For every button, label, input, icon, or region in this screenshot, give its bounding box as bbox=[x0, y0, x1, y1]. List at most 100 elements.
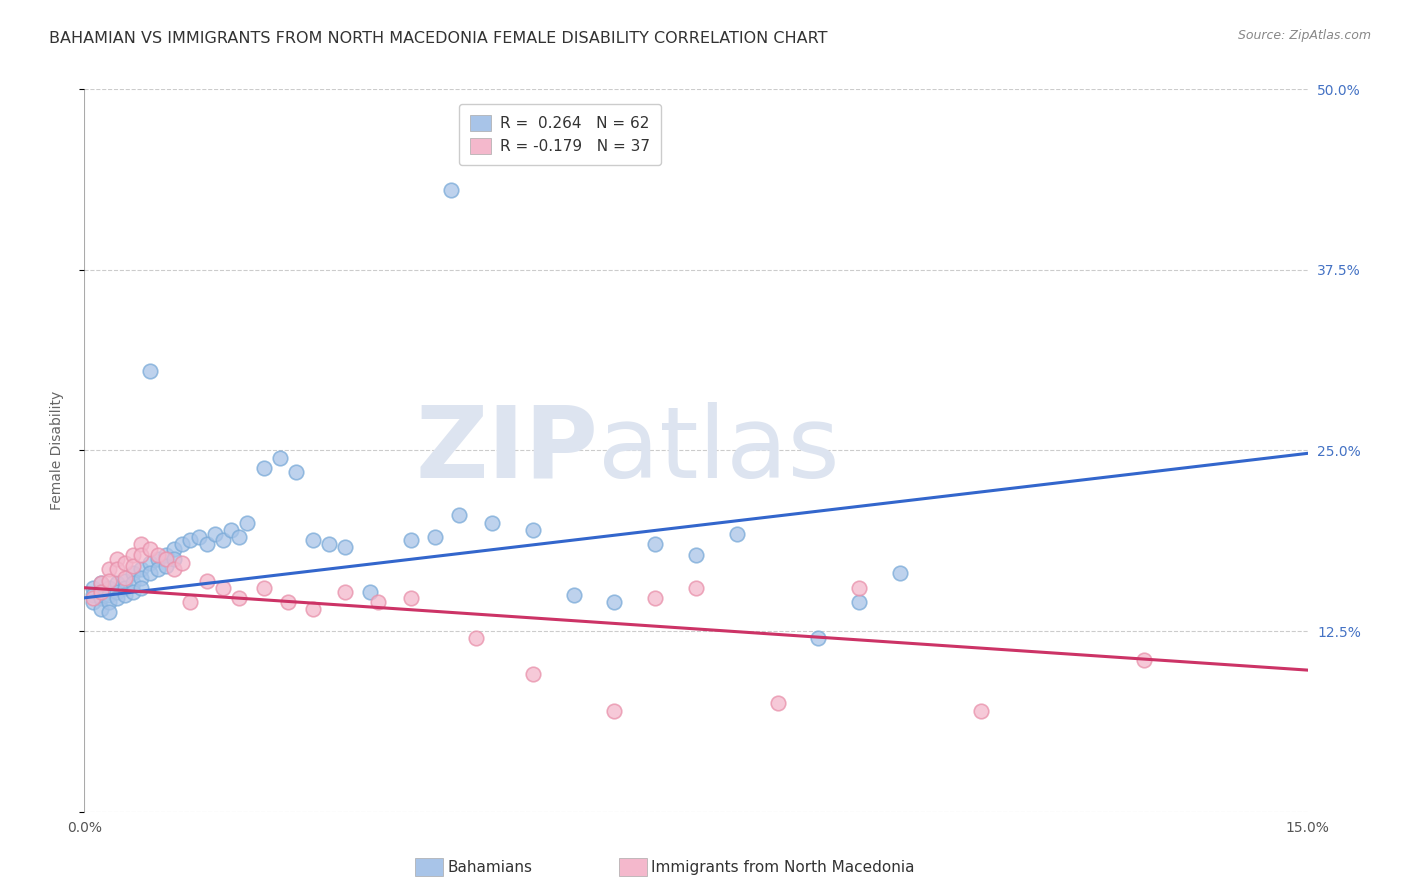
Text: BAHAMIAN VS IMMIGRANTS FROM NORTH MACEDONIA FEMALE DISABILITY CORRELATION CHART: BAHAMIAN VS IMMIGRANTS FROM NORTH MACEDO… bbox=[49, 31, 828, 46]
Point bbox=[97, 595, 120, 609]
Point bbox=[335, 541, 357, 555]
Point bbox=[114, 571, 136, 585]
Text: atlas: atlas bbox=[598, 402, 839, 499]
Point bbox=[725, 527, 748, 541]
Point bbox=[122, 576, 145, 591]
Point bbox=[131, 562, 153, 576]
Point bbox=[82, 581, 104, 595]
Point bbox=[423, 530, 446, 544]
Point bbox=[90, 576, 112, 591]
Point bbox=[163, 541, 186, 556]
Point bbox=[685, 548, 707, 562]
Legend: R =  0.264   N = 62, R = -0.179   N = 37: R = 0.264 N = 62, R = -0.179 N = 37 bbox=[458, 104, 661, 165]
Point bbox=[114, 574, 136, 588]
Point bbox=[603, 595, 626, 609]
Point bbox=[970, 704, 993, 718]
Point bbox=[82, 591, 104, 605]
Point bbox=[335, 585, 357, 599]
Point bbox=[146, 551, 169, 566]
Point bbox=[253, 581, 276, 595]
Point bbox=[195, 574, 218, 588]
Point bbox=[97, 562, 120, 576]
Point bbox=[172, 556, 194, 570]
Point bbox=[105, 576, 128, 591]
Point bbox=[236, 516, 259, 530]
Point bbox=[122, 559, 145, 574]
Point bbox=[172, 537, 194, 551]
Point bbox=[138, 566, 160, 581]
Point bbox=[228, 530, 250, 544]
Point bbox=[90, 576, 112, 591]
Point bbox=[105, 551, 128, 566]
Point bbox=[195, 537, 218, 551]
Text: ZIP: ZIP bbox=[415, 402, 598, 499]
Point bbox=[204, 527, 226, 541]
Point bbox=[122, 548, 145, 562]
Point bbox=[449, 508, 471, 523]
Point bbox=[90, 602, 112, 616]
Point bbox=[114, 556, 136, 570]
Point bbox=[318, 537, 340, 551]
Point bbox=[114, 588, 136, 602]
Point bbox=[138, 556, 160, 570]
Point bbox=[301, 602, 323, 616]
Point bbox=[766, 696, 789, 710]
Point bbox=[179, 595, 201, 609]
Text: Immigrants from North Macedonia: Immigrants from North Macedonia bbox=[651, 860, 914, 874]
Point bbox=[138, 364, 160, 378]
Point bbox=[440, 183, 463, 197]
Point bbox=[522, 523, 544, 537]
Point bbox=[146, 562, 169, 576]
Point bbox=[105, 591, 128, 605]
Point bbox=[301, 533, 323, 547]
Point bbox=[97, 581, 120, 595]
Point bbox=[105, 562, 128, 576]
Point bbox=[90, 591, 112, 605]
Point bbox=[105, 585, 128, 599]
Point bbox=[889, 566, 911, 581]
Point bbox=[367, 595, 389, 609]
Point bbox=[131, 537, 153, 551]
Point bbox=[114, 581, 136, 595]
Point bbox=[163, 551, 186, 566]
Point bbox=[131, 548, 153, 562]
Point bbox=[399, 591, 422, 605]
Point bbox=[399, 533, 422, 547]
Point bbox=[562, 588, 585, 602]
Point bbox=[131, 571, 153, 585]
Point bbox=[97, 588, 120, 602]
Point bbox=[97, 605, 120, 619]
Point bbox=[807, 632, 830, 646]
Point bbox=[644, 537, 666, 551]
Point bbox=[212, 581, 235, 595]
Point bbox=[644, 591, 666, 605]
Point bbox=[359, 585, 381, 599]
Point bbox=[122, 585, 145, 599]
Point bbox=[464, 632, 486, 646]
Point bbox=[269, 450, 291, 465]
Point bbox=[285, 465, 308, 479]
Point bbox=[848, 595, 870, 609]
Point bbox=[603, 704, 626, 718]
Point bbox=[82, 588, 104, 602]
Point bbox=[90, 585, 112, 599]
Point bbox=[146, 548, 169, 562]
Point bbox=[97, 574, 120, 588]
Point bbox=[155, 559, 177, 574]
Point bbox=[163, 562, 186, 576]
Text: Bahamians: Bahamians bbox=[447, 860, 531, 874]
Point bbox=[179, 533, 201, 547]
Point bbox=[122, 566, 145, 581]
Point bbox=[131, 581, 153, 595]
Point bbox=[253, 460, 276, 475]
Point bbox=[1133, 653, 1156, 667]
Point bbox=[522, 667, 544, 681]
Point bbox=[155, 548, 177, 562]
Point bbox=[481, 516, 503, 530]
Point bbox=[277, 595, 299, 609]
Point bbox=[685, 581, 707, 595]
Point bbox=[187, 530, 209, 544]
Point bbox=[138, 541, 160, 556]
Point bbox=[90, 585, 112, 599]
Point bbox=[848, 581, 870, 595]
